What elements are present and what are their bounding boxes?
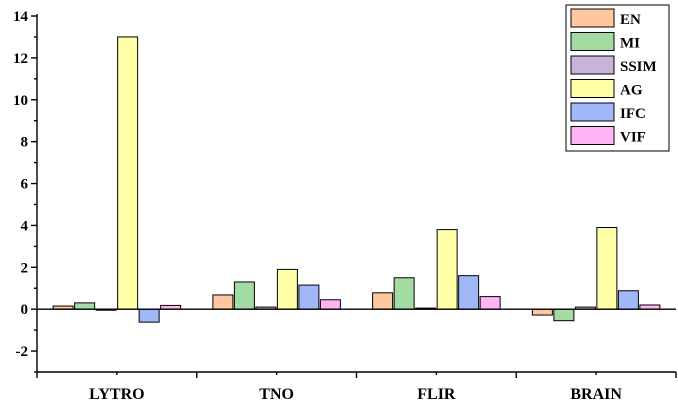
axes-group: -2 0 2 4 6 8 10 12 14 LYTRO TNO FLIR BRAIN: [13, 9, 677, 403]
x-tick-label-brain: BRAIN: [570, 386, 622, 403]
y-tick-label: 12: [13, 51, 28, 67]
bar-brain-en: [531, 308, 553, 316]
bar-lytro-mi: [74, 302, 96, 310]
y-tick-label: 6: [21, 177, 29, 193]
bar-tno-vif: [319, 299, 341, 310]
x-tick-label-lytro: LYTRO: [89, 386, 144, 403]
bars-group: [52, 36, 661, 323]
y-tick-label: 10: [13, 93, 28, 109]
legend-swatch-mi: [570, 32, 615, 51]
bar-tno-ifc: [298, 284, 320, 310]
legend-swatch-ifc: [570, 102, 615, 122]
bar-lytro-ag: [117, 36, 139, 310]
bar-brain-ifc: [617, 290, 639, 310]
legend-label-ag: AG: [620, 83, 643, 99]
bar-tno-mi: [233, 281, 255, 310]
y-tick-label: 8: [21, 135, 29, 151]
bar-flir-vif: [479, 296, 501, 310]
legend-label-vif: VIF: [620, 130, 646, 146]
bar-brain-ag: [596, 227, 618, 310]
legend-label-mi: MI: [620, 36, 640, 52]
bar-brain-mi: [553, 308, 575, 322]
legend-swatch-ssim: [570, 55, 615, 75]
bar-lytro-ifc: [138, 308, 160, 323]
y-tick-label: 2: [21, 260, 29, 276]
legend: EN MI SSIM AG IFC VIF: [565, 4, 670, 152]
y-tick-label: 14: [13, 9, 29, 25]
x-tick-label-flir: FLIR: [417, 386, 456, 403]
bar-flir-en: [372, 292, 394, 310]
bar-flir-ifc: [458, 275, 480, 310]
bar-tno-en: [212, 294, 234, 310]
bar-flir-mi: [393, 277, 415, 310]
bar-flir-ag: [436, 229, 458, 310]
legend-swatch-en: [570, 8, 615, 28]
legend-label-ifc: IFC: [620, 106, 646, 122]
legend-label-en: EN: [620, 12, 641, 28]
y-tick-label: 4: [21, 218, 29, 234]
bar-tno-ag: [276, 268, 298, 310]
y-tick-label: 0: [21, 302, 29, 318]
y-tick-label: -2: [16, 344, 29, 360]
legend-label-ssim: SSIM: [620, 59, 657, 75]
x-tick-label-tno: TNO: [259, 386, 294, 403]
legend-swatch-ag: [570, 79, 615, 98]
legend-swatch-vif: [570, 126, 615, 145]
